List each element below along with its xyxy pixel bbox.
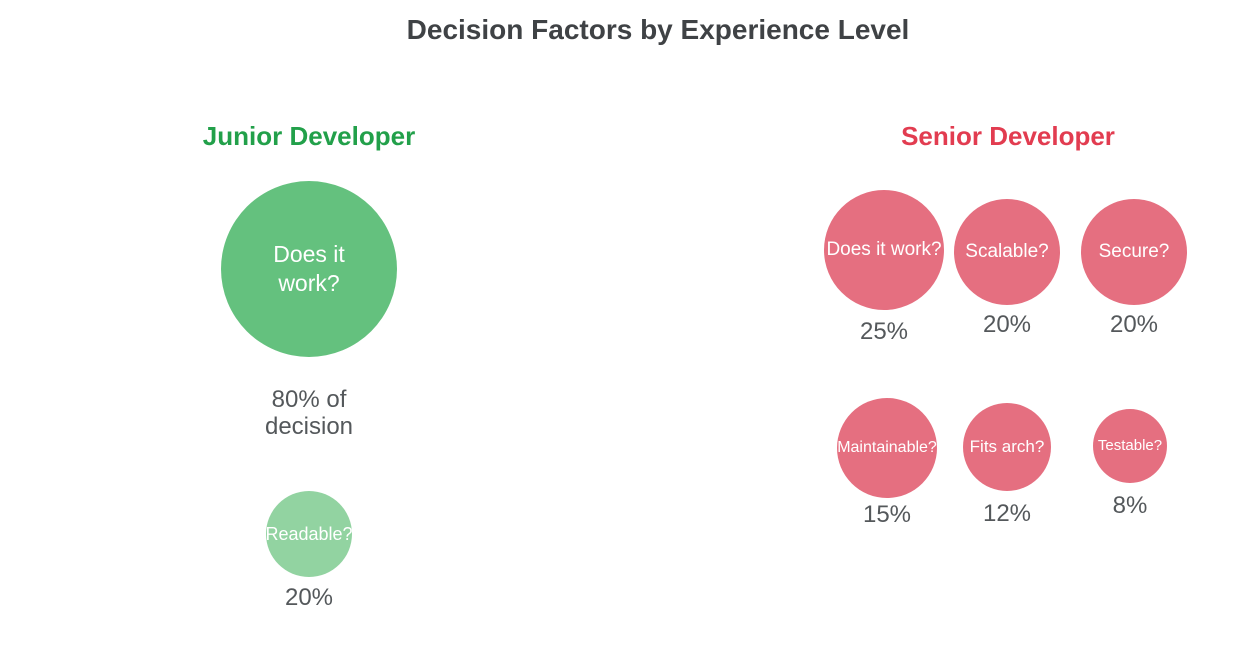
bubble-senior-scalable: Scalable? — [954, 199, 1060, 305]
caption-senior-fits-arch: 12% — [982, 500, 1032, 527]
bubble-senior-secure: Secure? — [1081, 199, 1187, 305]
caption-senior-secure: 20% — [1109, 311, 1159, 338]
chart-title: Decision Factors by Experience Level — [406, 14, 910, 45]
bubble-label: Secure? — [1098, 241, 1170, 263]
bubble-senior-testable: Testable? — [1093, 409, 1167, 483]
caption-junior-does-it-work: 80% of decision — [264, 386, 354, 440]
caption-junior-readable: 20% — [284, 584, 334, 611]
bubble-junior-does-it-work: Does it work? — [221, 181, 397, 357]
bubble-senior-fits-arch: Fits arch? — [963, 403, 1051, 491]
bubble-label: Does it work? — [273, 241, 345, 296]
senior-section-heading: Senior Developer — [901, 121, 1115, 151]
junior-section-heading: Junior Developer — [202, 121, 416, 151]
bubble-label: Does it work? — [826, 239, 942, 261]
bubble-label: Readable? — [265, 523, 353, 544]
caption-senior-does-it-work: 25% — [859, 318, 909, 345]
caption-senior-scalable: 20% — [982, 311, 1032, 338]
bubble-junior-readable: Readable? — [265, 491, 353, 577]
bubble-senior-does-it-work: Does it work? — [824, 190, 944, 310]
bubble-label: Testable? — [1097, 436, 1163, 454]
bubble-senior-maintainable: Maintainable? — [837, 398, 937, 498]
bubble-label: Fits arch? — [969, 437, 1045, 457]
caption-senior-testable: 8% — [1112, 492, 1148, 519]
caption-senior-maintainable: 15% — [862, 501, 912, 528]
bubble-label: Maintainable? — [837, 439, 937, 456]
bubble-label: Scalable? — [965, 241, 1049, 263]
